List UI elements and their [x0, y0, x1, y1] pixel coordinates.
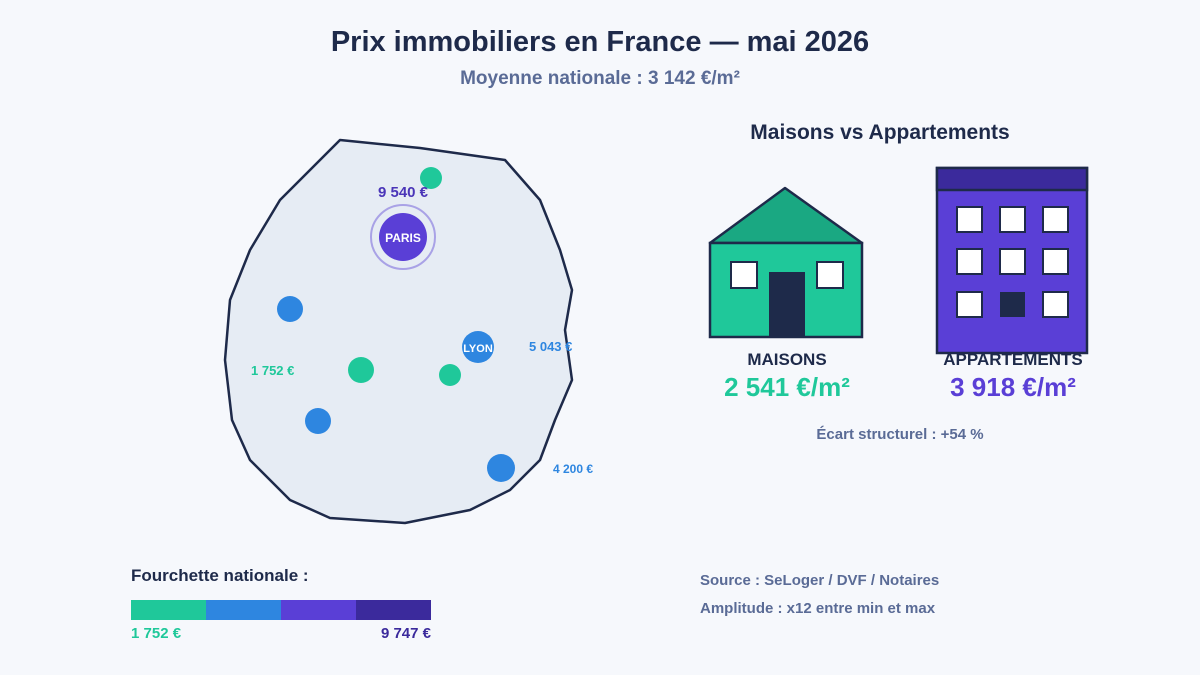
city-label-paris: PARIS: [385, 231, 421, 245]
price-label-lyon: 5 043 €: [529, 339, 572, 354]
range-title: Fourchette nationale :: [131, 566, 309, 585]
paris-halo: [370, 204, 436, 270]
houses-label: MAISONS: [747, 350, 827, 369]
house-icon: [708, 186, 864, 339]
city-marker[interactable]: [348, 357, 374, 383]
range-min: 1 752 €: [131, 625, 182, 642]
city-marker-lyon[interactable]: [462, 331, 494, 363]
page-title: Prix immobiliers en France — mai 2026: [330, 26, 870, 58]
range-segment: [281, 600, 356, 620]
range-color-scale: [131, 600, 431, 620]
price-label-west: 1 752 €: [251, 363, 294, 378]
price-label-paris: 9 540 €: [378, 184, 429, 201]
structural-gap: Écart structurel : +54 %: [816, 426, 984, 443]
range-segment: [356, 600, 431, 620]
apartments-value: 3 918 €/m²: [950, 372, 1076, 402]
city-marker[interactable]: [305, 408, 331, 434]
apartments-label: APPARTEMENTS: [943, 350, 1083, 369]
houses-value: 2 541 €/m²: [724, 372, 850, 402]
source-text: Source : SeLoger / DVF / Notaires: [700, 572, 940, 589]
city-marker[interactable]: [439, 364, 461, 386]
price-label-southeast: 4 200 €: [553, 462, 593, 476]
city-label-lyon: LYON: [463, 343, 493, 355]
city-marker[interactable]: [487, 454, 515, 482]
building-icon: [935, 166, 1089, 355]
france-map: PARIS LYON 9 540 € 5 043 € 1 752 € 4 200…: [223, 138, 593, 525]
amplitude-text: Amplitude : x12 entre min et max: [700, 600, 936, 617]
comparison-title: Maisons vs Appartements: [750, 121, 1010, 144]
source-block: Source : SeLoger / DVF / Notaires Amplit…: [700, 567, 1050, 623]
range-segment: [206, 600, 281, 620]
city-marker[interactable]: [277, 296, 303, 322]
city-marker-paris[interactable]: [379, 213, 427, 261]
city-marker[interactable]: [420, 167, 442, 189]
range-max: 9 747 €: [380, 625, 431, 642]
range-segment: [131, 600, 206, 620]
page-subtitle: Moyenne nationale : 3 142 €/m²: [460, 68, 740, 89]
